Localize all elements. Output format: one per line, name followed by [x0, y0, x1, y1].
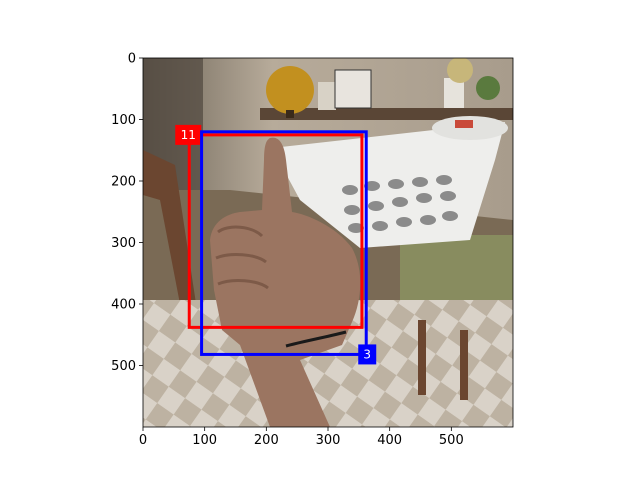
basket-tag — [455, 120, 473, 128]
shelf — [260, 108, 513, 120]
chair-leg — [418, 320, 426, 395]
bounding-boxes: 11 3 — [175, 124, 377, 365]
x-tick-label: 100 — [192, 433, 217, 448]
y-tick-label: 300 — [111, 236, 136, 251]
box-label: 11 — [181, 128, 196, 142]
box-label-badge — [358, 344, 377, 365]
y-tick-label: 100 — [111, 113, 136, 128]
plant — [476, 76, 500, 100]
laundry-basket — [272, 116, 508, 248]
globe-stand — [286, 110, 294, 118]
flowers — [447, 58, 473, 83]
x-tick-label: 400 — [377, 433, 402, 448]
vase — [318, 82, 336, 110]
x-tick-label: 500 — [439, 433, 464, 448]
picture-frame — [334, 69, 372, 109]
globe — [266, 66, 314, 114]
photo — [143, 58, 513, 427]
planter — [444, 78, 464, 108]
tablecloth — [400, 235, 513, 305]
y-tick-label: 0 — [128, 52, 136, 67]
chair-left — [143, 150, 200, 330]
chair-leg — [460, 330, 468, 400]
wrist-band — [285, 330, 347, 348]
box-label: 3 — [363, 347, 371, 361]
box-label-badge — [175, 124, 202, 145]
x-tick-label: 0 — [139, 433, 147, 448]
x-axis: 0 100 200 300 400 500 — [139, 427, 464, 448]
x-tick-label: 300 — [316, 433, 341, 448]
x-tick-label: 200 — [254, 433, 279, 448]
bounding-box — [187, 133, 364, 329]
y-tick-label: 400 — [111, 298, 136, 313]
y-tick-label: 500 — [111, 359, 136, 374]
y-axis: 0 100 200 300 400 500 — [111, 52, 143, 374]
y-tick-label: 200 — [111, 175, 136, 190]
bounding-box — [200, 130, 368, 356]
